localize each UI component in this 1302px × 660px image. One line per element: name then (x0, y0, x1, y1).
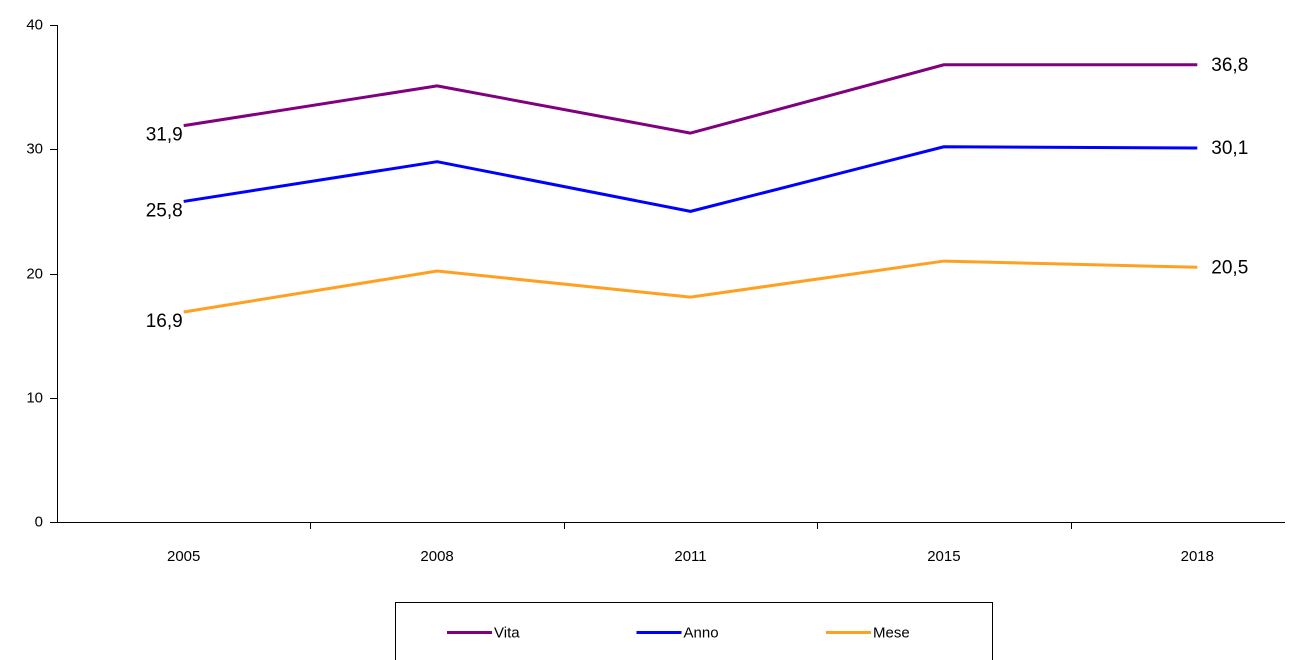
data-label: 36,8 (1211, 55, 1248, 76)
x-tick-label: 2018 (1181, 548, 1214, 565)
series-line (183, 145, 1198, 213)
y-tick-label: 20 (26, 265, 43, 282)
data-label: 31,9 (146, 125, 183, 146)
data-label: 25,8 (146, 200, 183, 221)
x-tick-label: 2008 (420, 548, 453, 565)
legend-label: Anno (684, 624, 719, 641)
y-tick-label: 40 (26, 16, 43, 33)
y-tick-label: 10 (26, 389, 43, 406)
data-label: 16,9 (146, 311, 183, 332)
legend-label: Vita (494, 624, 520, 641)
data-label: 30,1 (1211, 138, 1248, 159)
x-tick-label: 2015 (927, 548, 960, 565)
legend-label: Mese (873, 624, 910, 641)
x-tick-label: 2011 (674, 548, 706, 565)
data-label: 20,5 (1211, 257, 1248, 278)
series-line (183, 63, 1198, 135)
series-line (183, 259, 1198, 314)
y-tick-label: 0 (35, 513, 43, 530)
y-tick-label: 30 (26, 140, 43, 157)
x-tick-label: 2005 (167, 548, 200, 565)
legend-box (395, 602, 993, 660)
